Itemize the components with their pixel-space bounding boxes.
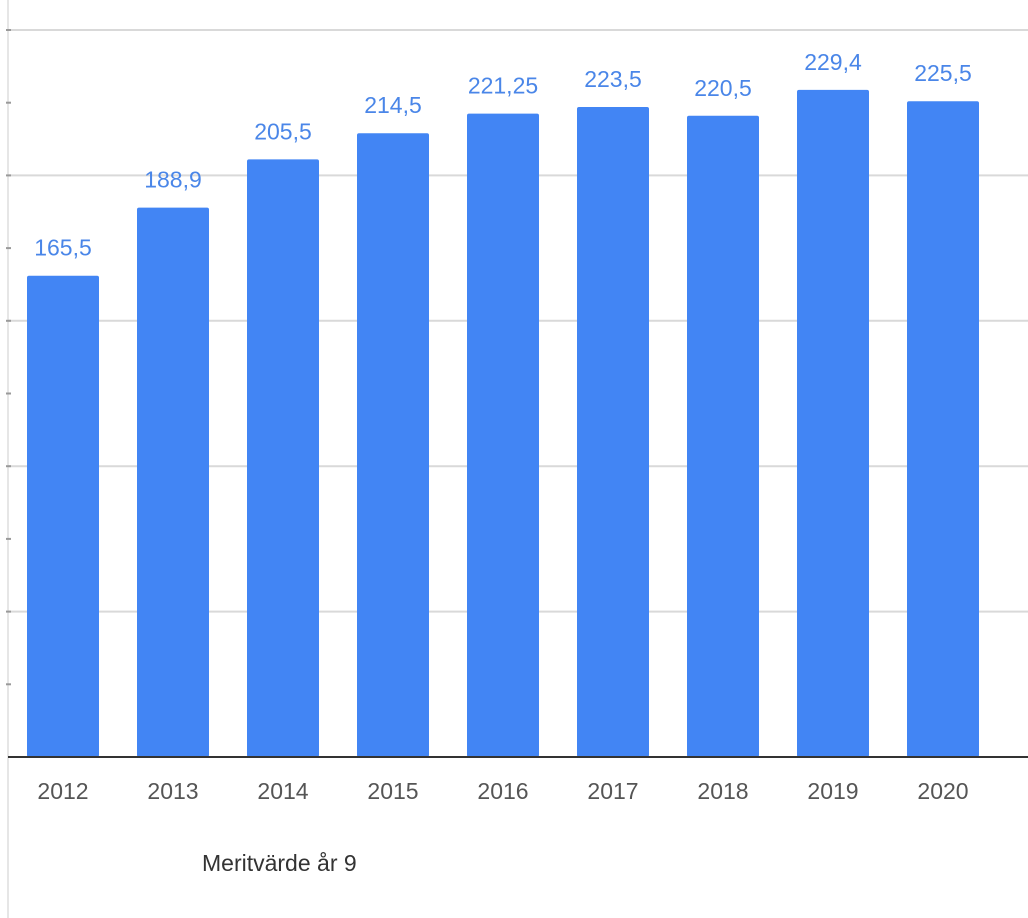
data-label-2014: 205,5 (254, 118, 312, 144)
data-label-2019: 229,4 (804, 49, 862, 75)
x-tick-label-2012: 2012 (37, 778, 88, 804)
bars (27, 89, 979, 758)
data-label-2017: 223,5 (584, 66, 642, 92)
x-axis-tick-labels: 2012 2013 2014 2015 2016 2017 2018 2019 2020 (37, 778, 968, 804)
data-label-2015: 214,5 (364, 92, 422, 118)
data-label-2020: 225,5 (914, 60, 972, 86)
x-tick-label-2015: 2015 (367, 778, 418, 804)
data-label-2013: 188,9 (144, 167, 202, 193)
bar-2014 (247, 159, 319, 757)
bar-2015 (357, 133, 429, 757)
x-tick-label-2020: 2020 (917, 778, 968, 804)
data-label-2018: 220,5 (694, 75, 752, 101)
left-tick-marks (6, 29, 11, 686)
bar-2019 (797, 89, 869, 758)
x-tick-label-2018: 2018 (697, 778, 748, 804)
bar-2012 (27, 275, 99, 757)
bar-2020 (907, 101, 979, 758)
legend-label: Meritvärde år 9 (202, 850, 357, 876)
bar-2013 (137, 207, 209, 757)
x-tick-label-2013: 2013 (147, 778, 198, 804)
bar-2017 (577, 107, 649, 757)
x-tick-label-2019: 2019 (807, 778, 858, 804)
bar-2016 (467, 113, 539, 758)
data-label-2012: 165,5 (34, 235, 92, 261)
x-tick-label-2016: 2016 (477, 778, 528, 804)
x-tick-label-2014: 2014 (257, 778, 308, 804)
bar-2018 (687, 115, 759, 757)
data-labels: 165,5 188,9 205,5 214,5 221,25 223,5 220,5 229,… (34, 49, 972, 261)
x-tick-label-2017: 2017 (587, 778, 638, 804)
data-label-2016: 221,25 (468, 73, 538, 99)
